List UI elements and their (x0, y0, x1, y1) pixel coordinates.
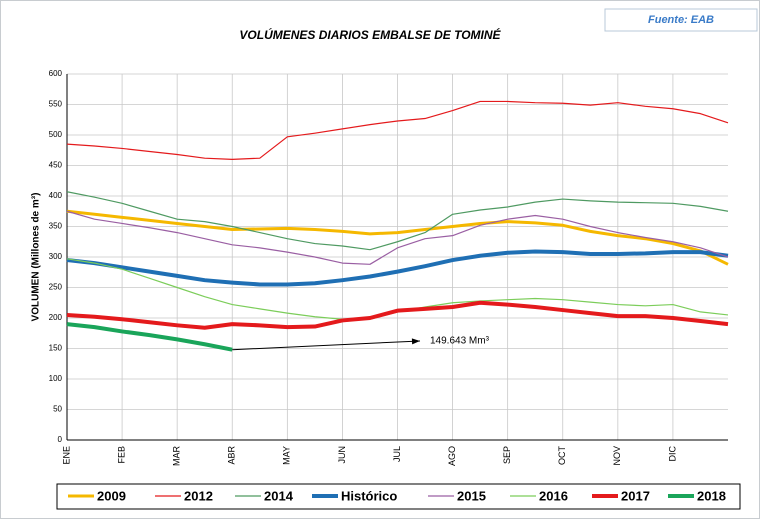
series-line (66, 100, 729, 160)
x-tick-label: MAR (172, 446, 182, 467)
y-axis-label: VOLUMEN (Millones de m³) (31, 193, 42, 322)
y-tick-label: 450 (49, 161, 63, 170)
legend-label: 2009 (97, 488, 126, 503)
y-tick-label: 550 (49, 100, 63, 109)
y-tick-label: 300 (49, 252, 63, 261)
y-tick-label: 600 (49, 69, 63, 78)
series-line (66, 300, 729, 330)
x-tick-label: OCT (557, 446, 567, 466)
annotation-arrow (232, 340, 421, 351)
series-line (66, 191, 729, 251)
series-line (66, 322, 233, 352)
x-tick-label: JUN (337, 446, 347, 464)
x-tick-label: MAY (282, 446, 292, 465)
legend-label: 2012 (184, 488, 213, 503)
series-line (66, 249, 729, 287)
y-tick-label: 200 (49, 313, 63, 322)
legend-label: Histórico (341, 488, 397, 503)
legend-label: 2016 (539, 488, 568, 503)
y-tick-label: 400 (49, 191, 63, 200)
legend-label: 2015 (457, 488, 486, 503)
x-tick-label: ABR (227, 446, 237, 465)
annotation: 149.643 Mm³ (430, 336, 490, 347)
x-tick-label: FEB (116, 446, 126, 464)
legend-label: 2018 (697, 488, 726, 503)
x-tick-label: NOV (612, 446, 622, 466)
x-tick-label: JUL (392, 446, 402, 462)
y-tick-label: 150 (49, 344, 63, 353)
y-tick-label: 350 (49, 222, 63, 231)
x-tick-label: AGO (447, 446, 457, 466)
y-tick-label: 500 (49, 130, 63, 139)
y-tick-label: 250 (49, 283, 63, 292)
legend-label: 2014 (264, 488, 294, 503)
source-box (604, 8, 758, 32)
x-tick-label: SEP (502, 446, 512, 464)
x-tick-label: ENE (61, 446, 71, 465)
chart-title: VOLÚMENES DIARIOS EMBALSE DE TOMINÉ (239, 27, 501, 42)
series-line (66, 209, 729, 266)
source: Fuente: EAB (648, 14, 714, 26)
y-tick-label: 50 (53, 405, 62, 414)
arrow-head (411, 338, 420, 345)
x-tick-label: DIC (667, 446, 677, 462)
y-tick-label: 100 (49, 374, 63, 383)
series-line (66, 210, 729, 265)
y-tick-label: 0 (58, 435, 63, 444)
legend-label: 2017 (621, 488, 650, 503)
